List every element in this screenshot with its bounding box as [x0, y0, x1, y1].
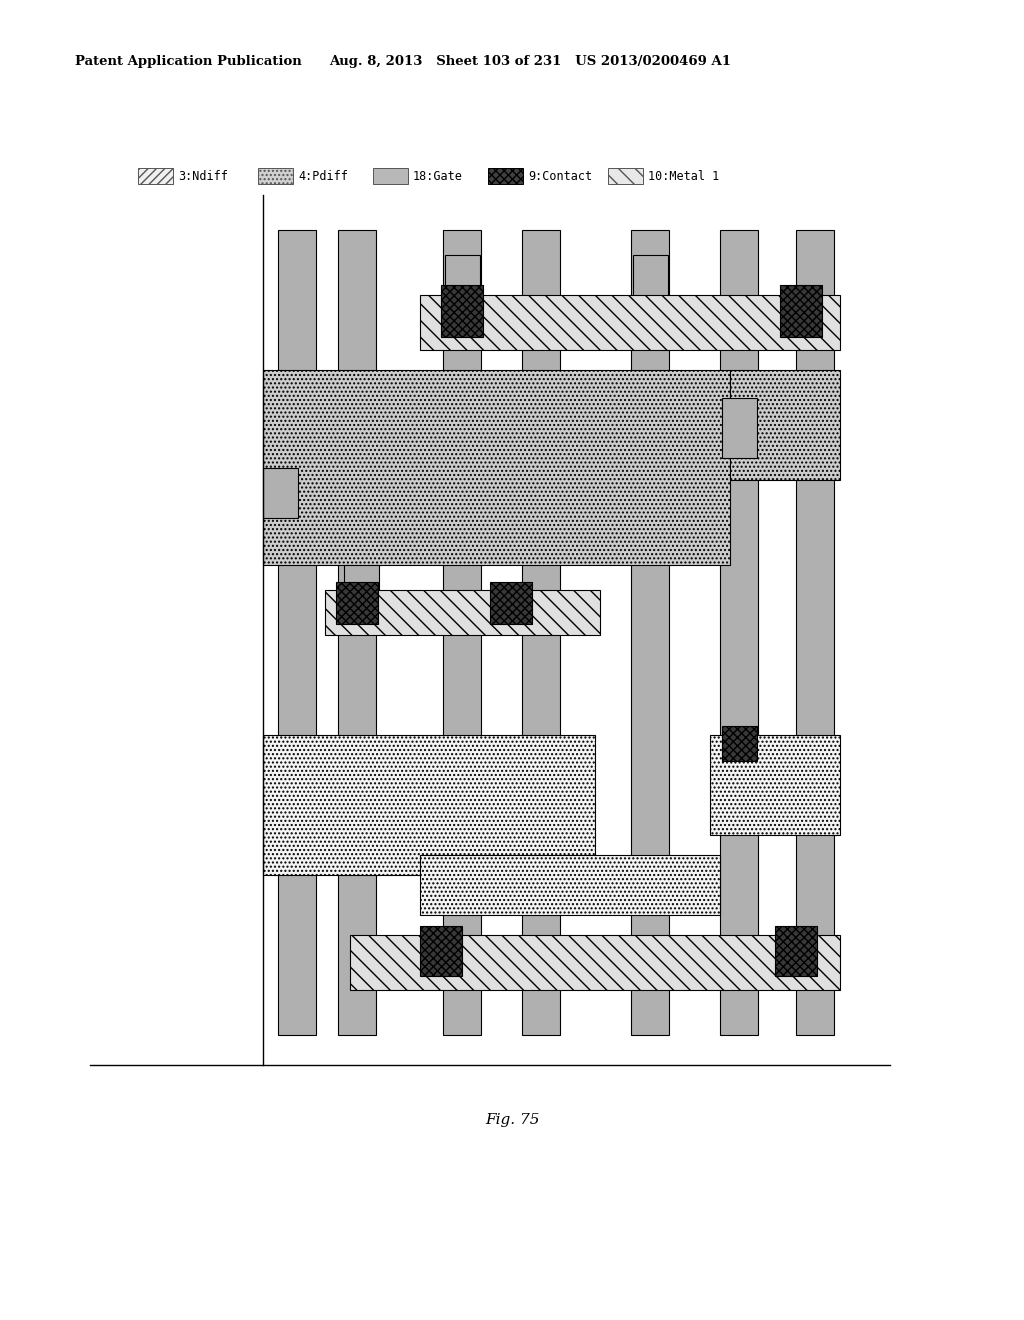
- Bar: [263, 370, 730, 565]
- Bar: [263, 735, 595, 875]
- Text: Patent Application Publication: Patent Application Publication: [75, 55, 302, 69]
- Text: 3:Ndiff: 3:Ndiff: [178, 169, 228, 182]
- Bar: [325, 590, 600, 635]
- Text: Aug. 8, 2013   Sheet 103 of 231   US 2013/0200469 A1: Aug. 8, 2013 Sheet 103 of 231 US 2013/02…: [329, 55, 731, 69]
- Bar: [608, 168, 643, 183]
- Bar: [490, 582, 532, 624]
- Bar: [796, 230, 834, 1035]
- Text: Fig. 75: Fig. 75: [484, 1113, 540, 1127]
- Bar: [373, 168, 408, 183]
- Text: 10:Metal 1: 10:Metal 1: [648, 169, 719, 182]
- Bar: [420, 927, 462, 975]
- Bar: [138, 168, 173, 183]
- Bar: [710, 735, 840, 836]
- Bar: [488, 168, 523, 183]
- Text: 9:Contact: 9:Contact: [528, 169, 592, 182]
- Bar: [633, 255, 668, 300]
- Bar: [775, 927, 817, 975]
- Text: 4:Pdiff: 4:Pdiff: [298, 169, 348, 182]
- Bar: [445, 255, 480, 300]
- Bar: [441, 285, 483, 337]
- Bar: [730, 370, 840, 480]
- Bar: [780, 285, 822, 337]
- Text: 18:Gate: 18:Gate: [413, 169, 463, 182]
- Bar: [420, 294, 840, 350]
- Bar: [722, 726, 757, 762]
- Bar: [350, 935, 840, 990]
- Bar: [336, 582, 378, 624]
- Bar: [258, 168, 293, 183]
- Bar: [344, 565, 379, 605]
- Bar: [720, 230, 758, 1035]
- Bar: [420, 855, 720, 915]
- Bar: [722, 399, 757, 458]
- Bar: [443, 230, 481, 1035]
- Bar: [631, 230, 669, 1035]
- Bar: [522, 230, 560, 1035]
- Bar: [338, 230, 376, 1035]
- Bar: [263, 469, 298, 517]
- Bar: [278, 230, 316, 1035]
